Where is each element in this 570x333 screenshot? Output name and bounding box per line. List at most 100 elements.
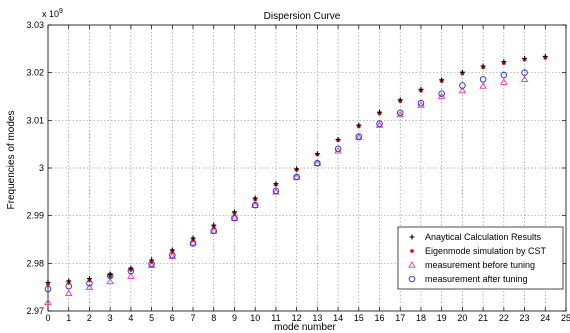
data-point-plus xyxy=(107,271,113,277)
data-point-plus xyxy=(459,69,465,75)
data-point-triangle xyxy=(520,75,529,82)
data-point-triangle xyxy=(209,227,218,234)
data-point-circle xyxy=(396,109,404,116)
data-point-triangle xyxy=(375,121,384,128)
x-tick-label: 23 xyxy=(520,313,530,323)
x-tick-label: 6 xyxy=(170,313,175,323)
x-tick-label: 15 xyxy=(354,313,364,323)
x-tick-label: 4 xyxy=(128,313,133,323)
data-point-triangle xyxy=(417,101,425,108)
data-point-circle xyxy=(376,120,383,127)
data-point-plus xyxy=(45,279,51,285)
data-point-plus xyxy=(356,122,362,128)
data-point-plus xyxy=(314,151,320,157)
data-point-triangle xyxy=(127,272,135,279)
data-point-plus xyxy=(480,63,486,69)
y-tick-label: 3.01 xyxy=(26,115,44,125)
data-point-triangle xyxy=(479,82,487,89)
data-point-triangle xyxy=(458,86,467,94)
data-point-circle xyxy=(314,159,321,167)
data-point-plus xyxy=(252,195,258,201)
data-point-plus xyxy=(273,181,279,187)
data-point-triangle xyxy=(500,78,508,85)
y-tick-label: 3.02 xyxy=(26,68,44,78)
y-multiplier-base: x 10 xyxy=(42,9,59,19)
legend-marker-circle xyxy=(408,275,416,283)
data-point-triangle xyxy=(147,261,156,268)
data-point-triangle xyxy=(334,146,342,154)
x-tick-label: 21 xyxy=(478,313,488,323)
data-point-plus xyxy=(231,209,237,215)
legend-marker-plus xyxy=(409,234,415,240)
data-point-triangle xyxy=(313,159,322,166)
data-point-triangle xyxy=(44,298,52,306)
data-point-circle xyxy=(251,201,259,209)
data-point-plus xyxy=(542,53,548,59)
x-tick-label: 13 xyxy=(312,313,322,323)
x-tick-label: 25 xyxy=(561,313,570,323)
data-point-triangle xyxy=(85,283,94,290)
x-tick-label: 2 xyxy=(87,313,92,323)
x-tick-label: 7 xyxy=(191,313,196,323)
data-point-circle xyxy=(231,214,238,222)
chart-title: Dispersion Curve xyxy=(264,11,341,22)
x-tick-label: 9 xyxy=(232,313,237,323)
data-point-circle xyxy=(44,285,52,293)
x-tick-label: 24 xyxy=(540,313,550,323)
legend-entry-label: Eigenmode simulation by CST xyxy=(425,246,547,256)
y-tick-label: 3.03 xyxy=(26,20,44,30)
data-point-triangle xyxy=(230,214,239,221)
x-tick-label: 18 xyxy=(416,313,426,323)
y-multiplier-exponent: 9 xyxy=(59,8,63,15)
y-tick-label: 2.97 xyxy=(26,306,44,316)
x-tick-label: 1 xyxy=(66,313,71,323)
x-tick-label: 10 xyxy=(250,313,260,323)
y-tick-label: 2.99 xyxy=(26,211,44,221)
x-tick-label: 11 xyxy=(271,313,280,323)
data-point-circle xyxy=(521,69,528,76)
data-point-plus xyxy=(397,97,403,103)
x-tick-label: 19 xyxy=(437,313,447,323)
data-point-triangle xyxy=(64,289,73,297)
data-point-triangle xyxy=(292,173,301,180)
x-tick-label: 0 xyxy=(45,313,50,323)
legend-entry-label: measurement before tuning xyxy=(425,260,535,270)
x-axis-label: mode number xyxy=(274,322,336,333)
x-tick-label: 20 xyxy=(457,313,467,323)
legend-marker-dot xyxy=(410,249,414,253)
data-point-plus xyxy=(522,55,528,61)
data-point-plus xyxy=(501,59,507,65)
x-tick-label: 5 xyxy=(149,313,154,323)
data-point-triangle xyxy=(189,238,197,246)
data-point-plus xyxy=(86,276,92,282)
data-point-plus xyxy=(169,247,175,253)
data-point-plus xyxy=(418,86,424,92)
data-point-circle xyxy=(479,76,487,83)
x-tick-label: 16 xyxy=(375,313,385,323)
x-tick-label: 3 xyxy=(108,313,113,323)
legend-entry-label: Anaytical Calculation Results xyxy=(425,232,542,242)
data-point-circle xyxy=(438,90,445,97)
data-point-circle xyxy=(272,187,280,195)
legend-entry-label: measurement after tuning xyxy=(425,274,528,284)
x-tick-label: 14 xyxy=(333,313,343,323)
legend: Anaytical Calculation Results Eigenmode s… xyxy=(397,226,564,290)
x-tick-label: 17 xyxy=(395,313,405,323)
data-point-circle xyxy=(459,82,466,89)
data-point-triangle xyxy=(106,277,114,285)
data-point-plus xyxy=(211,222,217,228)
data-point-circle xyxy=(500,71,508,79)
x-tick-label: 8 xyxy=(211,313,216,323)
data-point-triangle xyxy=(396,110,405,118)
y-axis-label: Frequencies of modes xyxy=(6,111,17,210)
data-point-plus xyxy=(128,265,134,271)
data-point-circle xyxy=(355,133,363,140)
data-point-plus xyxy=(190,235,196,241)
data-point-circle xyxy=(417,99,425,107)
data-point-plus xyxy=(377,109,383,115)
data-point-plus xyxy=(66,278,72,284)
data-point-plus xyxy=(149,257,155,263)
data-point-circle xyxy=(293,173,300,181)
legend-box xyxy=(397,226,564,290)
x-tick-label: 12 xyxy=(292,313,302,323)
